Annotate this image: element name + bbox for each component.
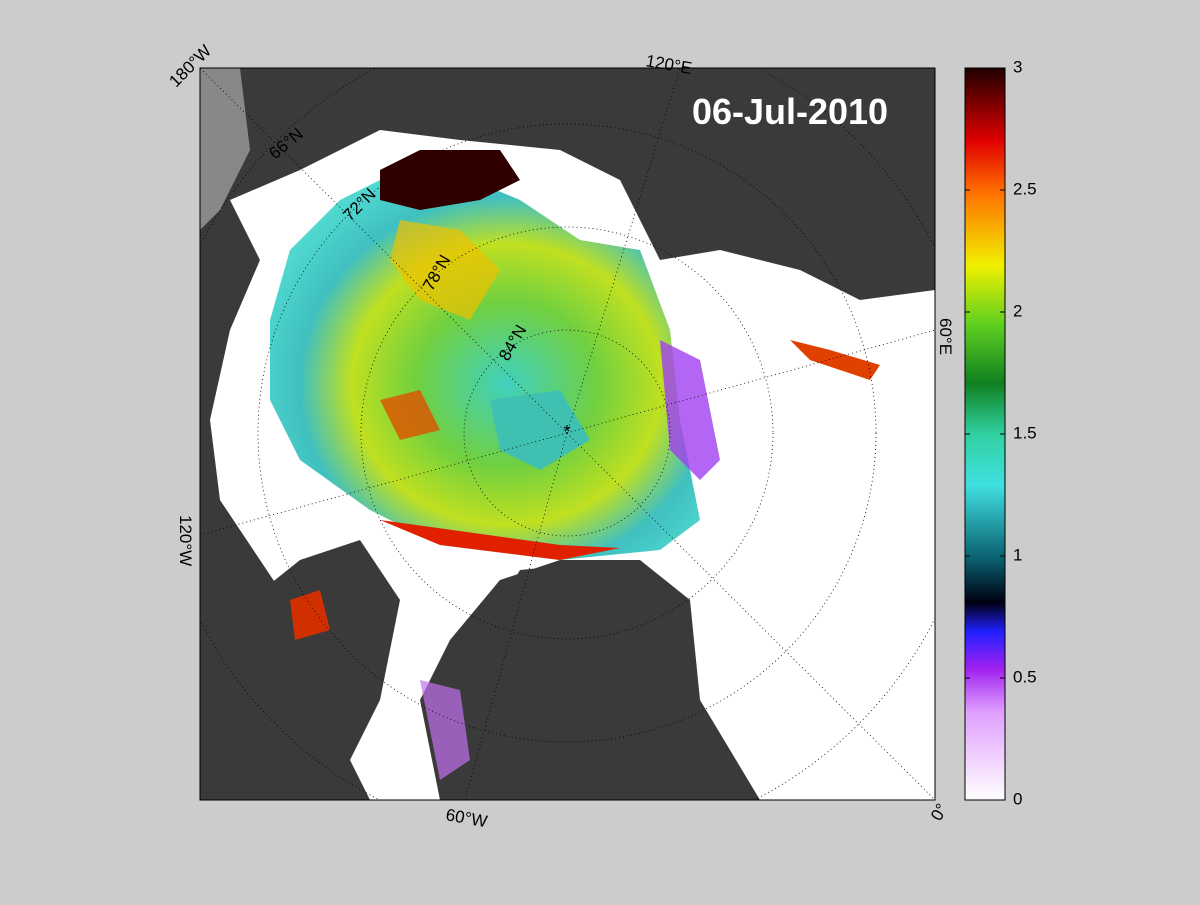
land-shade xyxy=(200,68,250,230)
graticule xyxy=(200,68,935,800)
map: * xyxy=(200,68,935,800)
ice-patch xyxy=(290,590,330,640)
colorbar-tick-label: 1 xyxy=(1013,545,1022,564)
colorbar xyxy=(964,67,1006,801)
longitude-label: 60°E xyxy=(936,318,955,355)
date-title: 06-Jul-2010 xyxy=(692,91,888,132)
colorbar-ticks: 0 0.5 1 1.5 2 2.5 3 xyxy=(965,57,1037,808)
ice-patch xyxy=(420,680,470,780)
colorbar-tick-label: 3 xyxy=(1013,57,1022,76)
colorbar-tick-label: 0.5 xyxy=(1013,667,1037,686)
map-frame xyxy=(199,67,936,801)
sea-ice xyxy=(270,170,700,560)
ice-patch xyxy=(790,340,880,380)
greenland xyxy=(470,560,700,800)
colorbar-tick-label: 0 xyxy=(1013,789,1022,808)
colorbar-tick-label: 2.5 xyxy=(1013,179,1037,198)
ice-edge xyxy=(660,340,720,480)
longitude-label: 120°W xyxy=(176,515,195,566)
ice-patch xyxy=(380,390,440,440)
archipelago xyxy=(250,540,400,780)
thick-ice xyxy=(380,150,520,210)
pole-marker: * xyxy=(563,422,570,442)
ice-patch xyxy=(490,390,590,470)
longitude-label: 0° xyxy=(927,800,952,824)
ice-edge xyxy=(380,520,620,560)
colorbar-tick-label: 1.5 xyxy=(1013,423,1037,442)
colorbar-tick-label: 2 xyxy=(1013,301,1022,320)
ice-patch xyxy=(390,220,500,320)
longitude-label: 60°W xyxy=(444,805,488,831)
